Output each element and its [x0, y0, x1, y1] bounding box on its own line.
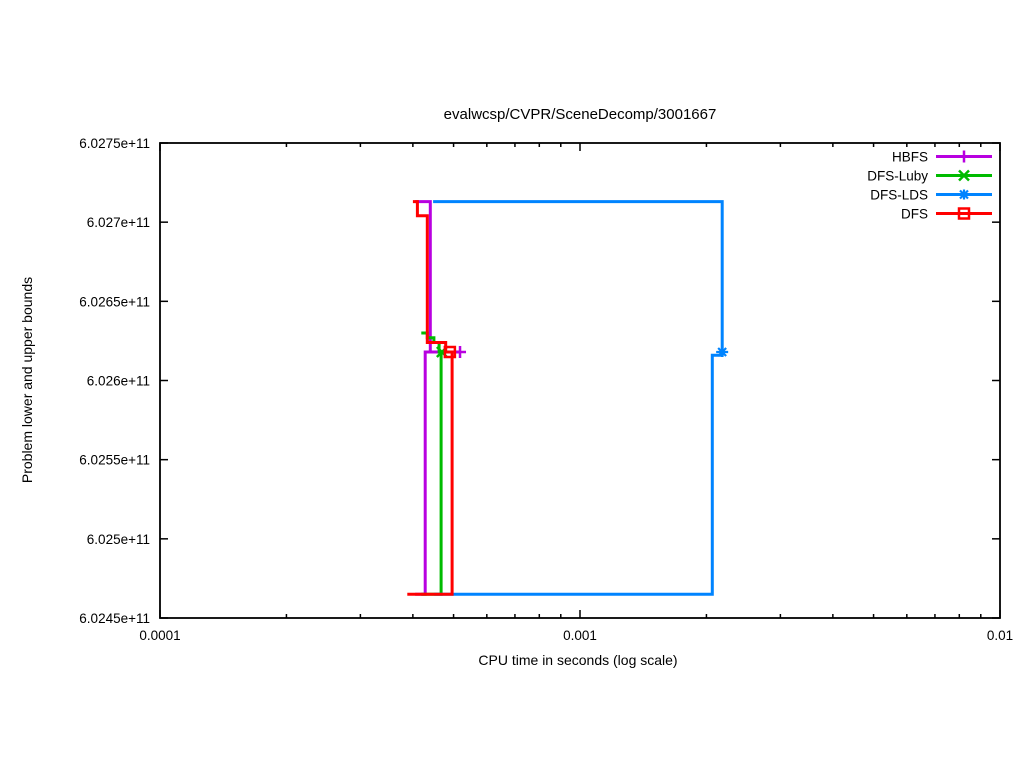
series-DFS-lower-bound — [407, 350, 454, 596]
plot-title: evalwcsp/CVPR/SceneDecomp/3001667 — [444, 106, 717, 123]
axes-layer: 0.0001 0.001 0.01 6.0245e+11 6.025e+11 6.0255… — [79, 136, 1013, 643]
series-DFS — [407, 200, 457, 596]
legend-DFS-Luby-cross-marker — [958, 169, 970, 182]
legend-DFS-LDS-star-marker — [958, 189, 970, 200]
series-DFS-square-marker — [443, 345, 457, 359]
plot-border — [159, 142, 1001, 619]
series-HBFS-upper-bound — [415, 200, 460, 354]
x-tick-label: 0.0001 — [139, 628, 180, 643]
legend-label-HBFS: HBFS — [892, 150, 928, 165]
y-tick-label: 6.0265e+11 — [79, 294, 150, 309]
series-DFS-LDS — [433, 200, 729, 596]
legend-entry-DFS-Luby: DFS-Luby — [867, 169, 992, 184]
x-axis-label: CPU time in seconds (log scale) — [478, 652, 677, 668]
y-axis-label: Problem lower and upper bounds — [19, 277, 35, 483]
y-tick-label: 6.025e+11 — [87, 532, 150, 547]
series-layer — [407, 200, 729, 596]
legend: HBFS DFS-Luby DFS-LDS DFS — [867, 150, 992, 222]
legend-entry-DFS: DFS — [901, 207, 992, 222]
series-DFS-LDS-lower-bound — [434, 352, 724, 596]
x-tick-label: 0.001 — [563, 628, 597, 643]
y-tick-label: 6.027e+11 — [87, 215, 150, 230]
y-tick-label: 6.026e+11 — [87, 374, 150, 389]
series-DFS-LDS-upper-bound — [433, 200, 724, 352]
series-DFS-LDS-star-marker — [716, 347, 729, 357]
legend-label-DFS-Luby: DFS-Luby — [867, 169, 928, 184]
y-tick-label: 6.0275e+11 — [79, 136, 150, 151]
legend-label-DFS: DFS — [901, 207, 928, 222]
y-tick-label: 6.0245e+11 — [79, 611, 150, 626]
legend-label-DFS-LDS: DFS-LDS — [870, 188, 928, 203]
legend-DFS-square-marker — [957, 207, 971, 220]
legend-entry-DFS-LDS: DFS-LDS — [870, 188, 992, 203]
x-tick-label: 0.01 — [987, 628, 1013, 643]
legend-entry-HBFS: HBFS — [892, 150, 992, 165]
y-tick-label: 6.0255e+11 — [79, 453, 150, 468]
legend-HBFS-plus-marker — [958, 150, 970, 163]
